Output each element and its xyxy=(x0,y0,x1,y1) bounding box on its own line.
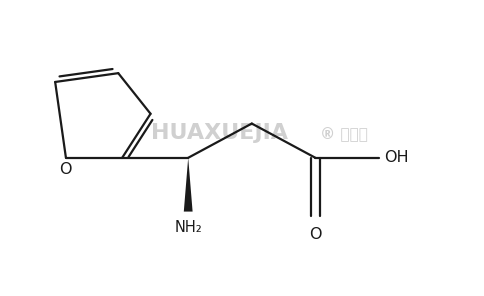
Text: O: O xyxy=(309,227,321,242)
Text: ® 化学加: ® 化学加 xyxy=(320,126,368,141)
Text: O: O xyxy=(59,162,71,177)
Text: OH: OH xyxy=(384,150,408,165)
Text: NH₂: NH₂ xyxy=(174,221,202,235)
Text: HUAXUEJIA: HUAXUEJIA xyxy=(151,123,288,143)
Polygon shape xyxy=(184,158,193,212)
